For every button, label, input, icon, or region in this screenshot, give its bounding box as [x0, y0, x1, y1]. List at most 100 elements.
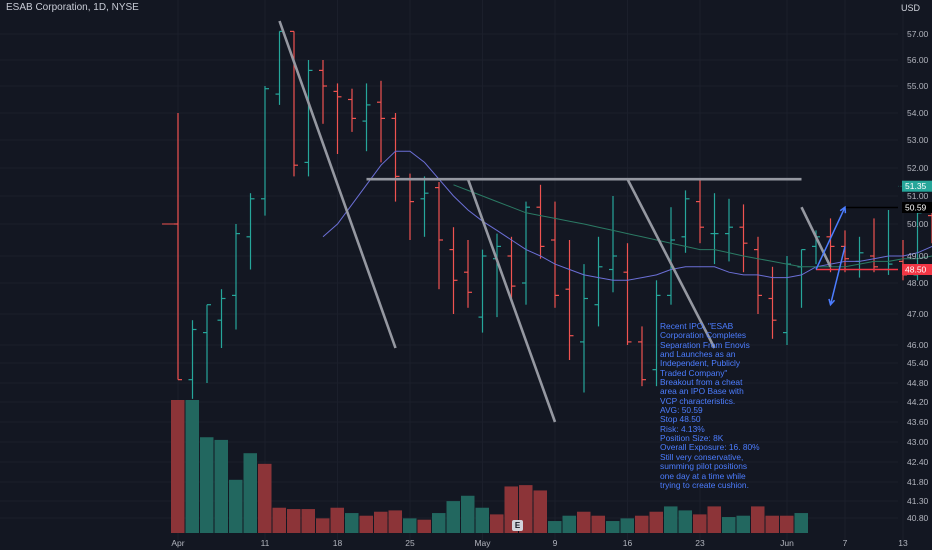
volume-bar	[591, 515, 605, 533]
volume-bar	[562, 515, 576, 533]
currency-label: USD	[900, 3, 920, 13]
volume-bar	[794, 513, 808, 533]
annotation-line: AVG: 50.59	[660, 405, 703, 416]
current-price-label: 51.35	[905, 181, 927, 191]
y-tick-label: 57.00	[907, 29, 929, 39]
volume-bar	[200, 437, 214, 533]
volume-bar	[316, 518, 330, 533]
volume-bar	[664, 506, 678, 533]
annotation-line: Recent IPO. "ESAB Corporation Completes …	[660, 321, 750, 378]
y-tick-label: 49.00	[907, 251, 929, 261]
trendline	[626, 178, 716, 349]
volume-bar	[707, 506, 721, 533]
x-tick-label: 25	[405, 538, 415, 548]
earnings-marker[interactable]: E	[512, 520, 523, 531]
y-tick-label: 51.00	[907, 191, 929, 201]
stop-price-label: 48.50	[905, 265, 927, 275]
moving-average-fast	[322, 150, 932, 281]
annotation-line: Stop 48.50	[660, 414, 701, 425]
y-tick-label: 55.00	[907, 81, 929, 91]
volume-bar	[751, 506, 765, 533]
volume-bar	[475, 507, 489, 533]
x-tick-label: May	[474, 538, 491, 548]
trendline	[278, 20, 397, 349]
y-tick-label: 43.00	[907, 437, 929, 447]
annotation-arrow-line	[815, 206, 846, 270]
y-tick-label: 54.00	[907, 108, 929, 118]
volume-bar	[620, 518, 634, 533]
volume-bar	[780, 515, 794, 533]
volume-bar	[185, 400, 199, 533]
volume-bar	[272, 507, 286, 533]
volume-bar	[678, 510, 692, 533]
y-tick-label: 50.00	[907, 219, 929, 229]
trendline	[466, 178, 557, 423]
trendline	[800, 206, 832, 268]
y-tick-label: 44.20	[907, 397, 929, 407]
x-tick-label: 23	[695, 538, 705, 548]
annotation-line: Risk: 4.13%	[660, 423, 705, 434]
x-tick-label: 18	[333, 538, 343, 548]
volume-bar	[606, 521, 620, 533]
y-tick-label: 40.80	[907, 513, 929, 523]
volume-bar	[432, 513, 446, 533]
volume-bar	[287, 509, 301, 533]
annotation-arrow-head	[828, 298, 836, 307]
volume-bar	[736, 515, 750, 533]
y-tick-label: 48.00	[907, 278, 929, 288]
annotation-arrow-head	[839, 205, 847, 214]
annotation-line: Position Size: 8K	[660, 433, 724, 444]
volume-bar	[417, 519, 431, 533]
volume-bar	[214, 439, 228, 533]
volume-bar	[330, 507, 344, 533]
y-tick-label: 42.40	[907, 457, 929, 467]
volume-bar	[171, 400, 185, 533]
x-tick-label: 16	[623, 538, 633, 548]
chart-title: ESAB Corporation, 1D, NYSE	[6, 2, 139, 13]
volume-bar	[403, 518, 417, 533]
volume-bar	[577, 511, 591, 533]
x-tick-label: 11	[261, 538, 270, 548]
volume-bar	[693, 514, 707, 533]
volume-bar	[388, 510, 402, 533]
volume-bar	[229, 479, 243, 533]
y-tick-label: 43.60	[907, 417, 929, 427]
volume-bar	[446, 501, 460, 533]
annotation-line: Overall Exposure: 16. 80% Still very con…	[660, 442, 760, 490]
avg-price-label: 50.59	[905, 202, 927, 212]
y-tick-label: 56.00	[907, 55, 929, 65]
x-tick-label: Apr	[171, 538, 184, 548]
volume-bar	[461, 495, 475, 533]
annotation-line: Breakout from a cheat area an IPO Base w…	[660, 377, 744, 406]
current-price-label-bg	[902, 180, 932, 192]
volume-bar	[635, 515, 649, 533]
y-tick-label: 44.80	[907, 378, 929, 388]
x-tick-label: Jun	[780, 538, 794, 548]
volume-bar	[243, 453, 257, 533]
x-tick-label: 7	[843, 538, 848, 548]
volume-bar	[345, 513, 359, 533]
y-tick-label: 47.00	[907, 309, 929, 319]
x-tick-label: 9	[553, 538, 558, 548]
y-tick-label: 46.00	[907, 340, 929, 350]
y-tick-label: 45.40	[907, 358, 929, 368]
volume-bar	[359, 515, 373, 533]
volume-bar	[722, 517, 736, 533]
volume-bar	[258, 463, 272, 533]
annotation-arrow-line	[829, 246, 846, 305]
avg-price-label-bg	[902, 201, 932, 213]
y-tick-label: 52.00	[907, 163, 929, 173]
stop-price-label-bg	[902, 264, 932, 275]
trade-annotation: Recent IPO. "ESAB Corporation Completes …	[660, 321, 760, 490]
volume-bar	[374, 511, 388, 533]
volume-bar	[533, 490, 547, 533]
y-tick-label: 41.30	[907, 496, 929, 506]
volume-bar	[490, 514, 504, 533]
volume-bar	[765, 515, 779, 533]
y-tick-label: 41.80	[907, 477, 929, 487]
volume-bar	[301, 509, 315, 533]
volume-bar	[548, 521, 562, 533]
moving-average-slow	[453, 184, 932, 268]
